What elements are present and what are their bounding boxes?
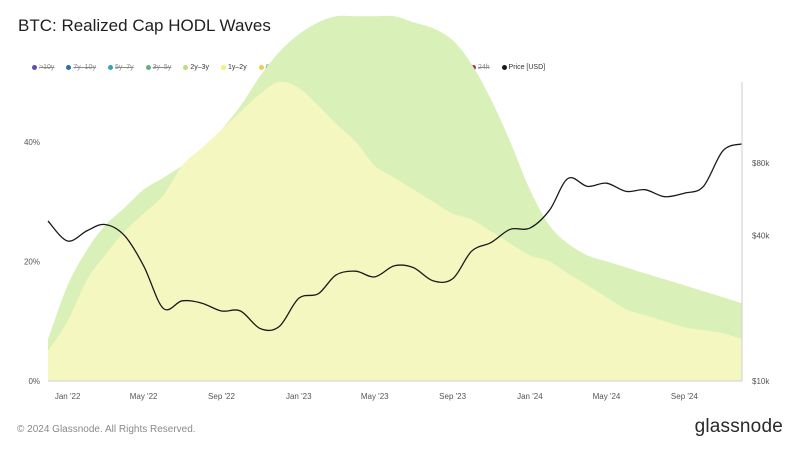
x-tick-label: Jan '23 bbox=[286, 392, 312, 401]
y-left-tick-label: 0% bbox=[28, 377, 40, 386]
x-tick-label: May '23 bbox=[361, 392, 389, 401]
legend-swatch bbox=[145, 64, 151, 70]
chart-title: BTC: Realized Cap HODL Waves bbox=[18, 16, 271, 35]
legend-label: 2y–3y bbox=[190, 63, 210, 71]
legend-item[interactable]: 5y–7y bbox=[107, 63, 134, 71]
legend-swatch bbox=[501, 64, 507, 70]
legend-swatch bbox=[66, 64, 72, 70]
legend-label: 7y–10y bbox=[73, 63, 96, 71]
legend-swatch bbox=[32, 64, 37, 70]
x-tick-label: Sep '23 bbox=[439, 392, 466, 401]
legend-item[interactable]: 1y–2y bbox=[221, 64, 247, 71]
legend-label: 3y–5y bbox=[152, 63, 172, 71]
legend-label: 1y–2y bbox=[228, 63, 247, 71]
legend-label: 5y–7y bbox=[114, 63, 134, 71]
x-tick-label: Jan '22 bbox=[55, 392, 81, 401]
legend-label: >10y bbox=[39, 63, 55, 71]
price-line bbox=[47, 143, 743, 332]
legend-item[interactable]: >10y bbox=[32, 64, 54, 71]
y-right-tick-label: $40k bbox=[752, 232, 770, 241]
legend-swatch bbox=[258, 64, 264, 70]
legend-item[interactable]: 3y–5y bbox=[145, 63, 172, 71]
y-right-tick-label: $10k bbox=[752, 377, 770, 386]
y-left-tick-label: 20% bbox=[24, 257, 40, 266]
copyright-footer: © 2024 Glassnode. All Rights Reserved. bbox=[17, 424, 196, 435]
legend-item[interactable]: Price [USD] bbox=[501, 63, 546, 71]
x-tick-label: Sep '24 bbox=[671, 392, 698, 401]
legend-swatch bbox=[107, 64, 113, 70]
legend-item[interactable]: 7y–10y bbox=[66, 64, 96, 71]
brand-logo: glassnode bbox=[694, 416, 783, 437]
y-left-tick-label: 40% bbox=[24, 138, 40, 147]
legend-item[interactable]: 2y–3y bbox=[183, 64, 209, 71]
x-tick-label: Jan '24 bbox=[517, 392, 543, 401]
legend-label: Price [USD] bbox=[508, 63, 546, 71]
area-1y-2y bbox=[48, 81, 742, 381]
legend-label: 24h bbox=[477, 63, 490, 71]
legend-swatch bbox=[221, 64, 227, 70]
x-tick-label: Sep '22 bbox=[208, 392, 235, 401]
x-tick-label: May '24 bbox=[593, 392, 621, 401]
y-right-tick-label: $80k bbox=[752, 159, 770, 168]
x-tick-label: May '22 bbox=[130, 392, 158, 401]
legend-swatch bbox=[183, 64, 189, 70]
